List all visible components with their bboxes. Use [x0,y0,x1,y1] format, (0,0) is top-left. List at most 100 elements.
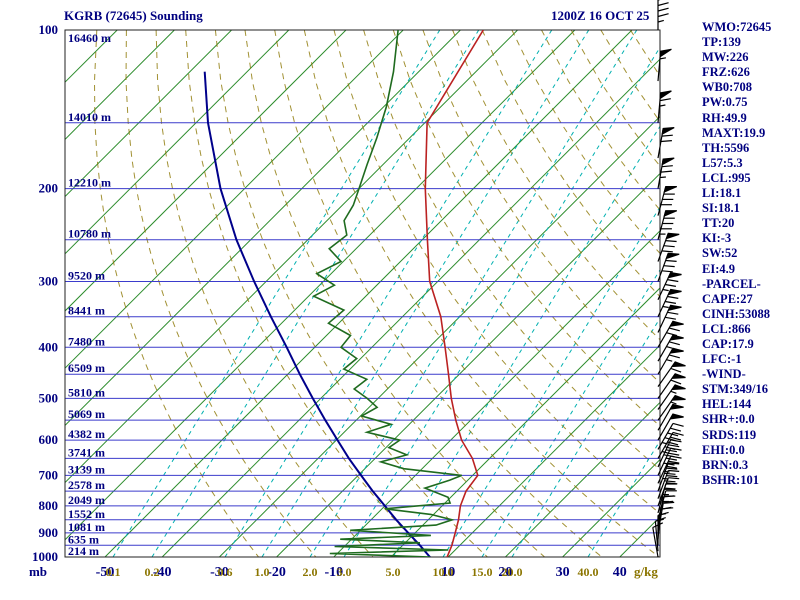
gkg-unit-label: g/kg [634,564,658,579]
mixing-ratio-label: 5.0 [386,565,401,579]
wind-barb-flag [659,48,672,58]
mixing-ratio-line [587,439,660,557]
wind-barb-flag [665,252,680,260]
mixing-ratio-label: 10.0 [433,565,454,579]
isotherm-line [65,30,404,369]
height-label: 5069 m [68,407,105,421]
stat-line: EI:4.9 [702,261,735,276]
pressure-tick-label: 500 [39,390,59,405]
wind-barb-full [667,311,679,315]
stat-line: LFC:-1 [702,352,742,367]
wind-barb-full [670,436,682,441]
dry-adiabat-line [93,30,259,557]
mixing-ratio-label: 20.0 [502,565,523,579]
wind-barb-full [663,245,675,248]
wind-barb-flag [670,361,686,368]
stat-line: TH:5596 [702,140,750,155]
stat-line: SRDS:119 [702,427,757,442]
dewpoint-trace [311,30,463,557]
stat-line: WMO:72645 [702,20,772,34]
wind-barb-full [664,446,676,451]
wind-barb-flag [670,394,686,401]
wind-barb-full [665,259,677,262]
stat-line: BRN:0.3 [702,457,749,472]
wind-barb-flag [669,413,684,420]
mixing-ratio-label: 3.0 [337,565,352,579]
dry-adiabat-line [690,30,800,557]
height-label: 6509 m [68,361,105,375]
wind-barb-full [661,250,673,253]
wind-barb-full [664,300,677,304]
wind-barb-half [662,288,669,292]
wind-barb-flag [670,384,686,391]
height-label: 8441 m [68,304,105,318]
wind-barb-flag [670,373,686,379]
wind-barb-full [668,460,680,464]
wind-barb-full [666,482,678,485]
wind-barb-flag [669,347,684,354]
wind-barb-half [662,477,669,480]
wind-barb-half [663,470,670,473]
wind-barb-full [665,449,678,453]
wind-barb-half [666,359,673,362]
wind-barb-full [662,507,674,510]
stat-line: LCL:866 [702,321,751,336]
wind-barb-full [670,379,682,385]
wind-barb-staff [652,527,659,558]
wind-barb-full [668,452,680,456]
dry-adiabat-line [185,30,431,557]
stats-panel: WMO:72645 TP:139 MW:226 FRZ:626 WB0:708 PW:0.… [702,20,771,488]
height-label: 9520 m [68,268,105,282]
height-label: 2578 m [68,478,105,492]
plot-border [64,29,661,558]
wind-barb-full [667,441,679,446]
wind-barb-full [665,457,678,461]
height-label: 214 m [68,544,99,558]
height-label: 635 m [68,532,99,546]
stat-line: MW:226 [702,50,749,65]
height-label: 5810 m [68,385,105,399]
isotherm-line [333,230,660,557]
wind-barb-full [668,354,680,359]
height-label: 14010 m [68,110,111,124]
wind-barb-flag [665,232,680,240]
wind-barb-full [657,13,669,18]
wind-barb-full [668,444,680,448]
isotherm-line [65,30,461,427]
stat-line: RH:49.9 [702,110,747,125]
wind-barb-full [664,480,676,483]
stat-line: STM:349/16 [702,382,768,397]
dry-adiabat-line [629,30,660,78]
mixing-ratio-label: 15.0 [472,565,493,579]
axis-labels: 100 200 300 400 500 600 700 800 900 1000 16460 m 14… [29,22,658,580]
pressure-tick-label: 700 [39,467,59,482]
wind-barb-full [668,469,680,472]
stat-line: LI:18.1 [702,186,742,201]
isotherm-line [562,458,660,557]
stat-line: LCL:995 [702,170,751,185]
wind-barb-full [666,332,678,337]
isotherm-line [104,30,633,557]
mixing-ratio-label: 0.6 [218,565,233,579]
dry-adiabat-line [452,30,660,341]
mixing-ratio-label: 2.0 [303,565,318,579]
pressure-tick-label: 300 [39,273,59,288]
wind-barb-full [670,367,682,373]
pressure-gridlines [65,29,660,558]
stat-line: HEL:144 [702,397,752,412]
temp-tick-label: 40 [613,565,627,580]
temp-tick-label: 20 [498,565,512,580]
wind-barb-full [663,265,675,268]
stat-line: -WIND- [702,367,746,382]
pressure-tick-label: 900 [39,525,59,540]
mixing-ratio-label: 1.0 [255,565,270,579]
dry-adiabat-line [303,30,660,557]
height-label: 16460 m [68,31,111,45]
wind-barb-full [664,283,677,287]
mixing-ratio-line [442,206,660,557]
wind-barb-full [670,427,682,432]
isotherm-line [619,516,660,557]
dry-adiabat-line [511,30,660,255]
stat-line: -PARCEL- [702,276,761,291]
pressure-tick-label: 600 [39,432,59,447]
